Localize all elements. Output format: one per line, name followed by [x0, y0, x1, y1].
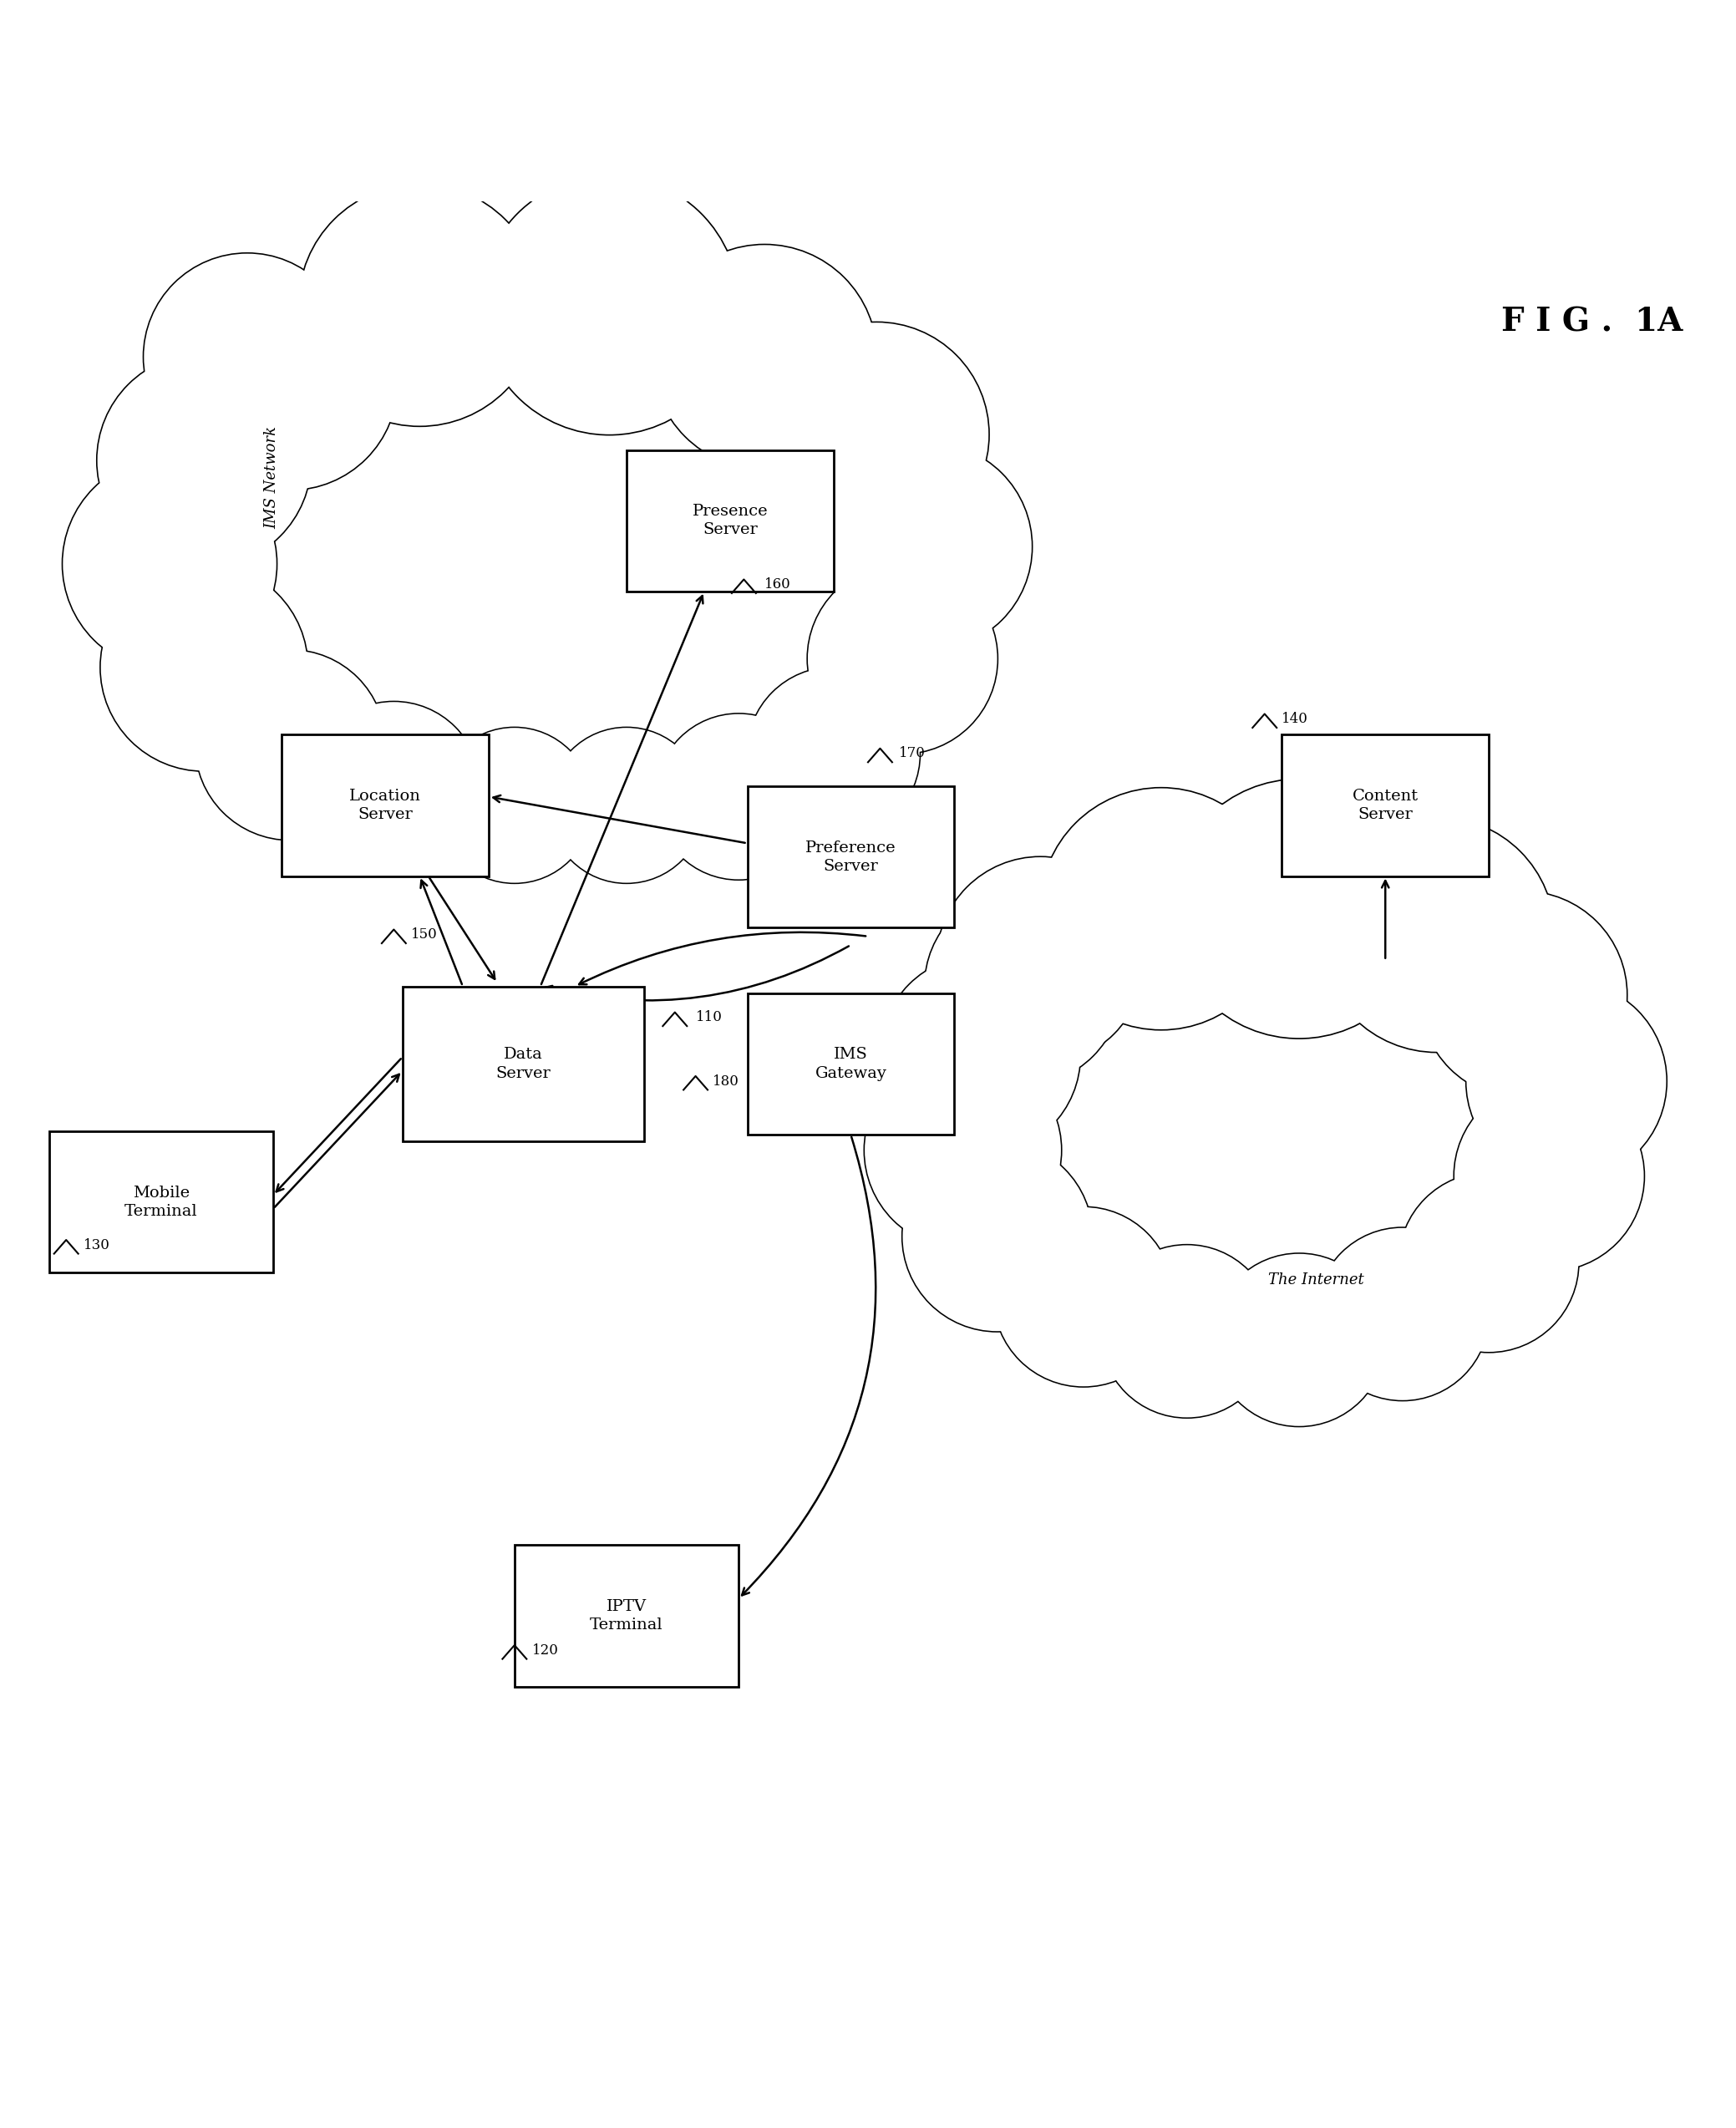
Circle shape [937, 858, 1144, 1064]
Circle shape [97, 353, 311, 568]
Circle shape [1101, 1245, 1272, 1417]
Circle shape [656, 713, 821, 879]
Text: Content
Server: Content Server [1352, 789, 1418, 821]
Circle shape [62, 458, 276, 670]
Text: 140: 140 [1281, 713, 1309, 726]
Circle shape [995, 1207, 1174, 1385]
Circle shape [1455, 1081, 1644, 1270]
Circle shape [903, 1143, 1092, 1332]
Circle shape [481, 177, 740, 434]
Circle shape [549, 728, 705, 883]
Circle shape [437, 728, 592, 883]
Circle shape [144, 253, 351, 460]
Circle shape [97, 353, 311, 568]
Circle shape [748, 668, 920, 841]
Circle shape [481, 177, 738, 434]
Text: IMS Network: IMS Network [264, 426, 279, 530]
Circle shape [925, 887, 1121, 1085]
Circle shape [807, 564, 996, 753]
Circle shape [766, 323, 988, 547]
Circle shape [653, 245, 877, 468]
Circle shape [101, 564, 307, 770]
Circle shape [925, 887, 1121, 1085]
Circle shape [1420, 892, 1627, 1098]
Circle shape [807, 564, 996, 753]
Circle shape [307, 702, 479, 875]
Circle shape [144, 253, 351, 460]
Text: Presence
Server: Presence Server [693, 504, 767, 538]
Circle shape [656, 715, 821, 879]
Text: The Internet: The Internet [1269, 1273, 1364, 1287]
Circle shape [1399, 1173, 1578, 1351]
Circle shape [437, 728, 592, 883]
FancyBboxPatch shape [1281, 734, 1489, 877]
Circle shape [1319, 817, 1554, 1051]
Circle shape [1170, 779, 1429, 1038]
FancyBboxPatch shape [627, 449, 833, 592]
Text: 120: 120 [531, 1643, 559, 1658]
Circle shape [1316, 1228, 1488, 1400]
Circle shape [903, 1141, 1092, 1332]
Circle shape [995, 1207, 1174, 1387]
Circle shape [1319, 817, 1554, 1051]
FancyBboxPatch shape [403, 987, 644, 1141]
Text: 150: 150 [411, 928, 437, 943]
FancyBboxPatch shape [281, 734, 488, 877]
Text: F I G .  1A: F I G . 1A [1502, 306, 1682, 338]
Text: IPTV
Terminal: IPTV Terminal [590, 1598, 663, 1632]
Circle shape [865, 1051, 1061, 1249]
Circle shape [1040, 787, 1281, 1030]
Circle shape [880, 955, 1080, 1156]
Circle shape [1420, 892, 1627, 1098]
Circle shape [1467, 981, 1667, 1181]
Circle shape [1040, 787, 1281, 1030]
FancyBboxPatch shape [49, 1132, 273, 1273]
Circle shape [196, 651, 385, 841]
Circle shape [937, 858, 1144, 1064]
Text: Data
Server: Data Server [496, 1047, 550, 1081]
Circle shape [1399, 1173, 1578, 1351]
Text: 110: 110 [696, 1011, 722, 1024]
Circle shape [1213, 1253, 1385, 1426]
Circle shape [1316, 1228, 1489, 1400]
Circle shape [825, 443, 1031, 649]
Text: 130: 130 [83, 1238, 109, 1251]
Circle shape [1455, 1081, 1644, 1270]
Text: 180: 180 [713, 1075, 740, 1087]
Circle shape [825, 443, 1031, 651]
Circle shape [184, 277, 398, 489]
Circle shape [746, 668, 920, 841]
Circle shape [653, 245, 877, 468]
Circle shape [101, 564, 307, 770]
Circle shape [1101, 1245, 1272, 1417]
Circle shape [307, 702, 481, 875]
Circle shape [299, 185, 540, 426]
Circle shape [62, 458, 276, 670]
Circle shape [865, 1051, 1061, 1249]
Circle shape [184, 277, 398, 489]
FancyBboxPatch shape [746, 787, 955, 928]
Text: 170: 170 [899, 747, 925, 760]
Circle shape [196, 651, 385, 841]
Circle shape [1170, 779, 1429, 1038]
Text: Location
Server: Location Server [349, 789, 422, 821]
Text: Mobile
Terminal: Mobile Terminal [125, 1185, 198, 1219]
Circle shape [1467, 981, 1667, 1181]
Circle shape [764, 323, 990, 547]
Text: IMS
Gateway: IMS Gateway [814, 1047, 887, 1081]
Circle shape [299, 185, 540, 426]
FancyBboxPatch shape [514, 1545, 740, 1688]
FancyBboxPatch shape [746, 994, 955, 1134]
Circle shape [880, 955, 1080, 1156]
Circle shape [549, 728, 705, 883]
Text: Preference
Server: Preference Server [806, 841, 896, 875]
Text: 160: 160 [764, 577, 792, 592]
Circle shape [1213, 1253, 1385, 1426]
